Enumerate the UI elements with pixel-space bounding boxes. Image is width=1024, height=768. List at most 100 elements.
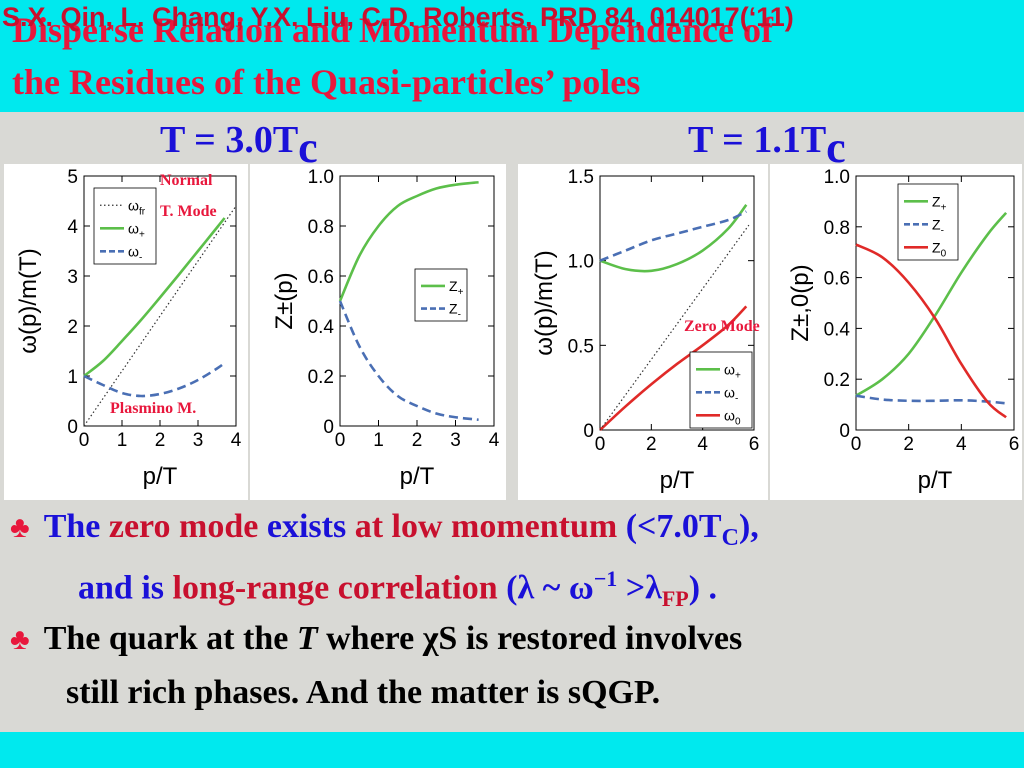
panel-right-heading-sub: c xyxy=(826,123,846,172)
annotation-plasmino: Plasmino M. xyxy=(110,400,197,417)
panel-left-heading-sub: c xyxy=(298,123,318,172)
chart3-ytick-label: 1.5 xyxy=(568,167,594,188)
chart1-ytick-label: 0 xyxy=(67,417,78,438)
chart4-xtick-label: 2 xyxy=(903,434,914,455)
chart3-frame xyxy=(599,175,755,431)
chart1-xtick-label: 4 xyxy=(231,430,242,451)
chart1-ytick-label: 5 xyxy=(67,167,78,188)
annotation-normal-mode-1: Normal xyxy=(160,172,213,189)
chart2-ytick-label: 0 xyxy=(323,417,334,438)
chart1-ytick-label: 1 xyxy=(67,367,78,388)
plot-right-residues: 0 2 4 6 0 0.2 0.4 0.6 0.8 1.0 p/T Z±,0(p) Z+ Z- Z0 xyxy=(787,167,1019,494)
chart2-xtick-label: 3 xyxy=(450,430,461,451)
chart2-ytick-label: 0.2 xyxy=(308,367,334,388)
chart2-series-Z+-0 xyxy=(338,180,479,302)
chart4-xtick-label: 4 xyxy=(956,434,967,455)
chart4-frame xyxy=(855,175,1015,431)
chart3-ytick-label: 1.0 xyxy=(568,252,594,273)
chart3-ytick-label: 0 xyxy=(583,421,594,442)
plot-left-dispersion-container: 0 1 2 3 4 0 1 2 3 4 5 p/T ω(p)/m(T) ωfr ω+ ω- xyxy=(4,164,248,500)
plot-right-residues-container: 0 2 4 6 0 0.2 0.4 0.6 0.8 1.0 p/T Z±,0(p) Z+ Z- Z0 xyxy=(770,164,1022,500)
bullet-1-p5-end: ), xyxy=(738,508,759,545)
chart4-ytick-label: 0.6 xyxy=(824,269,850,290)
chart3-series-ω--1 xyxy=(599,210,747,262)
chart2-xtick-label: 2 xyxy=(412,430,423,451)
chart3-ylabel: ω(p)/m(T) xyxy=(531,250,558,355)
chart2-series-Z--1 xyxy=(338,300,479,422)
chart2-legend-label: Z- xyxy=(449,301,461,321)
footer-citation: S.X. Qin, L. Chang, Y.X. Liu, C.D. Rober… xyxy=(2,2,794,32)
bullet-1b-p5: ) . xyxy=(688,569,718,607)
bullet-1-p1: The xyxy=(43,508,109,545)
chart3-ytick-label: 0.5 xyxy=(568,336,594,357)
chart3-xtick-label: 2 xyxy=(646,434,657,455)
chart1-xtick-label: 0 xyxy=(79,430,90,451)
bullet-1-p2: zero mode xyxy=(108,508,267,545)
panel-left-heading-main: T = 3.0T xyxy=(160,119,299,161)
plot-left-residues-container: 0 1 2 3 4 0 0.2 0.4 0.6 0.8 1.0 p/T Z±(p) Z+ Z- xyxy=(250,164,506,500)
slide-title: Disperse Relation and Momentum Dependenc… xyxy=(12,4,1012,108)
club-icon: ♣ xyxy=(10,511,30,544)
bullet-1b-p1: and is xyxy=(78,569,173,607)
panel-right-heading-main: T = 1.1T xyxy=(688,119,827,161)
chart3-legend-label: ω+ xyxy=(724,361,741,381)
chart1-legend-label: ω+ xyxy=(128,220,145,240)
bullet-2-p3: where χS is restored involves xyxy=(317,620,743,657)
bullet-1-continued: and is long-range correlation (λ ~ ω−1 >… xyxy=(78,566,717,612)
club-icon: ♣ xyxy=(10,623,30,656)
chart1-ylabel: ω(p)/m(T) xyxy=(15,248,42,353)
bullet-2-p1: The quark at the xyxy=(43,620,297,657)
chart2-xtick-label: 1 xyxy=(373,430,384,451)
chart2-legend-box xyxy=(414,268,468,322)
chart4-ytick-label: 0 xyxy=(839,421,850,442)
chart4-ytick-label: 0.2 xyxy=(824,370,850,391)
bullet-1: ♣ The zero mode exists at low momentum (<… xyxy=(10,508,759,552)
bullet-1-p4: at low momentum xyxy=(354,508,626,545)
bullet-1b-p4-sub: FP xyxy=(661,586,689,612)
title-line-2: the Residues of the Quasi-particles’ pol… xyxy=(12,62,641,102)
bullet-1-p5: (<7.0T xyxy=(625,508,722,545)
chart1-xtick-label: 2 xyxy=(155,430,166,451)
chart2-xlabel: p/T xyxy=(400,463,435,490)
bullet-2: ♣ The quark at the T where χS is restored… xyxy=(10,620,742,658)
title-bar xyxy=(0,0,1024,112)
chart3-legend-label: ω0 xyxy=(724,407,741,427)
chart2-xtick-label: 0 xyxy=(335,430,346,451)
chart1-ytick-label: 3 xyxy=(67,267,78,288)
chart4-legend-label: Z+ xyxy=(932,193,947,213)
chart3-xtick-label: 4 xyxy=(697,434,708,455)
chart2-ytick-label: 1.0 xyxy=(308,167,334,188)
chart2-ytick-label: 0.8 xyxy=(308,217,334,238)
chart1-ytick-label: 2 xyxy=(67,317,78,338)
chart3-xtick-label: 6 xyxy=(749,434,760,455)
chart1-ytick-label: 4 xyxy=(67,217,78,238)
chart3-xlabel: p/T xyxy=(660,467,695,494)
chart3-series-ω+-0 xyxy=(599,204,748,273)
panel-left-heading: T = 3.0Tc xyxy=(160,118,318,173)
chart3-legend-label: ω- xyxy=(724,384,738,404)
chart4-legend-label: Z0 xyxy=(932,239,947,259)
chart4-xtick-label: 0 xyxy=(851,434,862,455)
plot-left-dispersion: 0 1 2 3 4 0 1 2 3 4 5 p/T ω(p)/m(T) ωfr ω+ ω- xyxy=(15,167,242,490)
chart3-series-ω0-2 xyxy=(599,305,748,431)
panel-right-heading: T = 1.1Tc xyxy=(688,118,846,173)
bullet-1b-p4: >λ xyxy=(617,569,662,607)
bullet-1-p5-sub: C xyxy=(721,524,739,551)
chart4-ytick-label: 1.0 xyxy=(824,167,850,188)
chart4-ylabel: Z±,0(p) xyxy=(787,264,814,341)
chart1-legend-label: ω- xyxy=(128,243,142,263)
chart4-legend-label: Z- xyxy=(932,216,944,236)
plot-left-residues: 0 1 2 3 4 0 0.2 0.4 0.6 0.8 1.0 p/T Z±(p) Z+ Z- xyxy=(271,167,500,490)
chart4-ytick-label: 0.4 xyxy=(824,319,851,340)
chart2-ytick-label: 0.4 xyxy=(308,317,335,338)
chart2-xtick-label: 4 xyxy=(489,430,500,451)
bullet-2-continued: still rich phases. And the matter is sQG… xyxy=(66,674,661,711)
chart2-legend-label: Z+ xyxy=(449,278,464,298)
footer-bar xyxy=(0,732,1024,768)
chart4-series-Z+-0 xyxy=(855,211,1008,397)
chart2-ylabel: Z±(p) xyxy=(271,272,298,329)
chart1-series-ω--2 xyxy=(83,361,226,398)
plot-right-dispersion-container: 0 2 4 6 0 0.5 1.0 1.5 p/T ω(p)/m(T) ω+ ω-ω0 xyxy=(518,164,768,500)
bullet-2-p2: T xyxy=(296,620,318,657)
chart1-xlabel: p/T xyxy=(143,463,178,490)
